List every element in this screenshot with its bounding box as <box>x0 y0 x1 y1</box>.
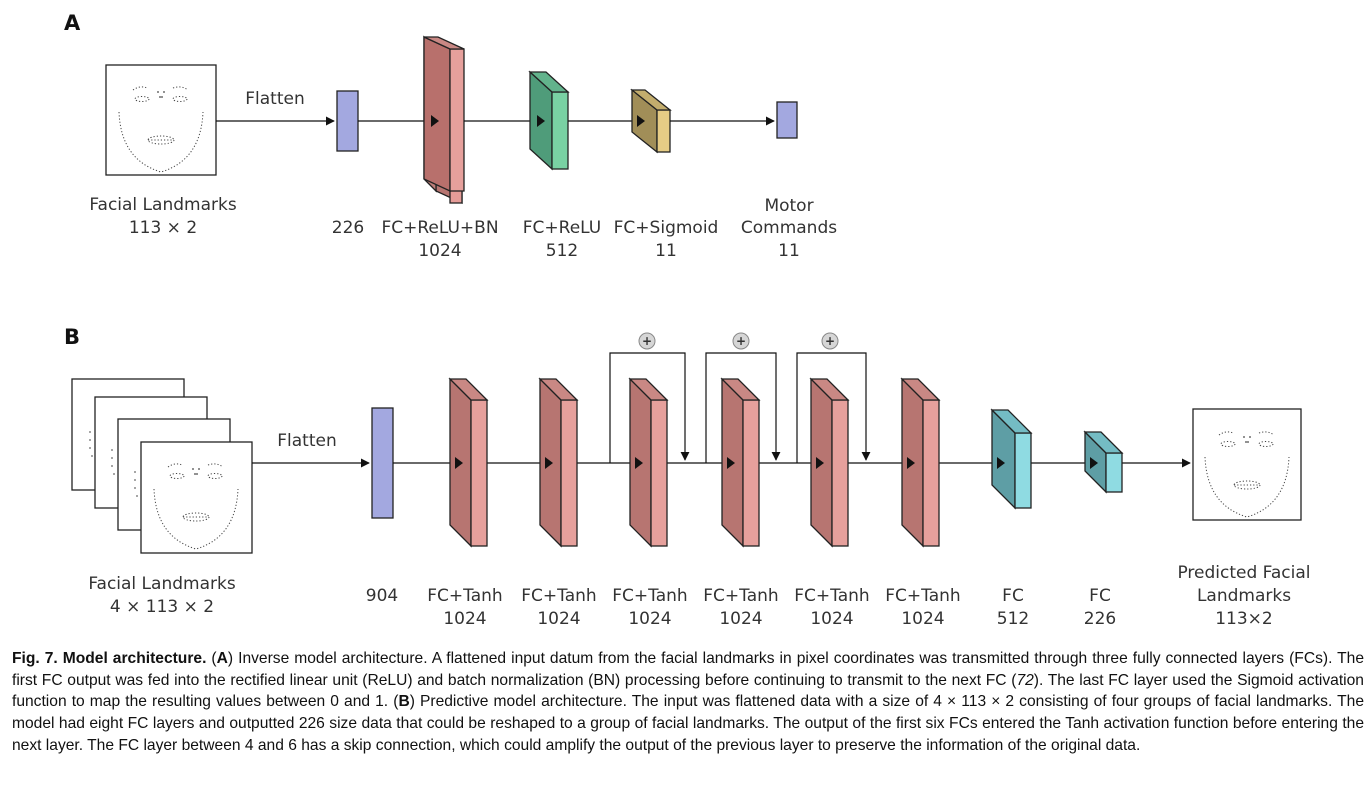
panel-b-layer-label: 904 <box>366 586 398 606</box>
panel-a-output-label: Commands <box>741 218 837 238</box>
panel-b-layer-label: FC <box>1002 586 1024 606</box>
panel-b-flatten-label: Flatten <box>277 431 336 451</box>
panel-b-block-fc-tanh <box>628 377 669 548</box>
panel-a-block-fc2 <box>528 70 570 171</box>
panel-b-block-fc-tanh <box>900 377 941 548</box>
panel-b-block-fc-tanh <box>538 377 579 548</box>
panel-a-output-label: Motor <box>764 196 813 216</box>
panel-a-input-face <box>105 64 217 176</box>
panel-b-layer-size: 1024 <box>443 609 486 629</box>
panel-b-layer-label: FC+Tanh <box>703 586 778 606</box>
panel-b-output-label: Landmarks <box>1197 586 1291 606</box>
panel-a-label: A <box>64 11 81 35</box>
svg-text:+: + <box>736 334 746 348</box>
panel-a-layer-size: 512 <box>546 241 578 261</box>
plus-icon: + <box>638 332 656 350</box>
panel-b-input-label: Facial Landmarks <box>88 574 236 594</box>
panel-b-layer-label: FC+Tanh <box>521 586 596 606</box>
panel-b-input-stack <box>71 378 253 554</box>
architecture-diagram: A Facial Landmarks 113 × 2 Flatten 226 F… <box>64 11 1311 629</box>
panel-b-layer-label: FC+Tanh <box>427 586 502 606</box>
panel-b-output-face <box>1192 408 1302 521</box>
panel-b-layer-size: 1024 <box>628 609 671 629</box>
panel-a-layer-label: FC+Sigmoid <box>614 218 719 238</box>
figure-label: Fig. 7. Model architecture. <box>12 650 207 667</box>
panel-b-layer-size: 226 <box>1084 609 1116 629</box>
panel-a-block-fc3 <box>630 88 672 154</box>
panel-b-block-fc-512 <box>990 408 1033 510</box>
panel-a-layer-size: 11 <box>655 241 677 261</box>
panel-b-input-size: 4 × 113 × 2 <box>110 597 214 617</box>
panel-b-label: B <box>64 325 80 349</box>
plus-icon: + <box>821 332 839 350</box>
panel-b-layer-label: FC <box>1089 586 1111 606</box>
panel-b-layer-size: 1024 <box>537 609 580 629</box>
figure-caption: Fig. 7. Model architecture. (A) Inverse … <box>12 650 1365 754</box>
panel-a-layer-label: FC+ReLU+BN <box>381 218 498 238</box>
panel-b-layer-size: 512 <box>997 609 1029 629</box>
panel-b-block-fc-226 <box>1083 430 1124 494</box>
panel-b-layer-size: 1024 <box>719 609 762 629</box>
panel-b-block-fc-tanh <box>809 377 850 548</box>
panel-b-block-fc-tanh <box>448 377 489 548</box>
svg-text:+: + <box>825 334 835 348</box>
panel-b-layer-label: FC+Tanh <box>612 586 687 606</box>
panel-b-output-size: 113×2 <box>1215 609 1273 629</box>
panel-a-output-size: 11 <box>778 241 800 261</box>
panel-a-block-fc1 <box>423 35 465 205</box>
panel-b-layer-label: FC+Tanh <box>794 586 869 606</box>
panel-b-layer-size: 1024 <box>810 609 853 629</box>
panel-a-layer-label: FC+ReLU <box>523 218 601 238</box>
panel-b-input-vector <box>371 407 394 519</box>
panel-a-input-label: Facial Landmarks <box>89 195 237 215</box>
panel-a-layer-label: 226 <box>332 218 364 238</box>
plus-icon: + <box>732 332 750 350</box>
panel-a-input-size: 113 × 2 <box>129 218 197 238</box>
citation-ref: 72 <box>1016 671 1034 689</box>
panel-b-layer-label: FC+Tanh <box>885 586 960 606</box>
panel-a-output-vector <box>776 101 798 139</box>
panel-b-output-label: Predicted Facial <box>1177 563 1310 583</box>
svg-text:+: + <box>642 334 652 348</box>
panel-b-skip-connections <box>609 352 871 463</box>
panel-b-block-fc-tanh <box>720 377 761 548</box>
panel-a-layer-size: 1024 <box>418 241 461 261</box>
panel-a-input-vector <box>336 90 359 152</box>
panel-b-layer-size: 1024 <box>901 609 944 629</box>
panel-a-flatten-label: Flatten <box>245 89 304 109</box>
